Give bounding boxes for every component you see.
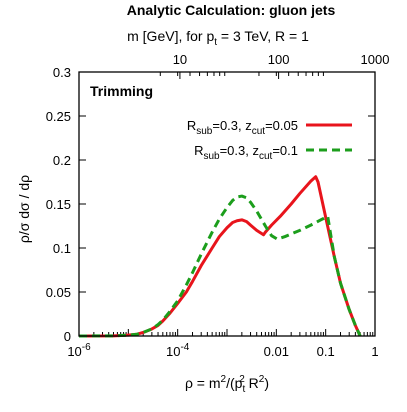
top-tick-label: 100 (268, 52, 290, 67)
axis-tick-labels: 0 0.05 0.1 0.15 0.2 0.25 0.3 10-6 10-4 0.01 0.1 1 10… (46, 52, 390, 359)
legend-text-part: sub (203, 151, 220, 162)
data-series (78, 175, 362, 338)
top-tick-label: 10 (173, 52, 187, 67)
x-tick-label: 10-6 (67, 342, 91, 359)
y-tick-label: 0.2 (53, 153, 71, 168)
legend-text-part: R (194, 143, 203, 158)
chart-title: Analytic Calculation: gluon jets (127, 2, 336, 18)
legend-text-part: =0.1 (272, 143, 298, 158)
legend-label-series-1: Rsub=0.3, zcut=0.05 (187, 118, 298, 137)
y-tick-label: 0.05 (46, 285, 71, 300)
x-axis-label-part: R (245, 375, 259, 391)
y-tick-label: 0 (64, 329, 71, 344)
top-axis-label-suffix: = 3 TeV, R = 1 (217, 28, 309, 44)
top-axis-label-prefix: m [GeV], for p (127, 28, 214, 44)
x-axis-label-part: /(p (226, 375, 243, 391)
trimming-annotation: Trimming (90, 83, 153, 99)
y-tick-label: 0.25 (46, 109, 71, 124)
top-axis-label-sub: t (214, 37, 217, 48)
x-tick-label: 1 (371, 344, 378, 359)
x-axis-label-part: ) (264, 375, 269, 391)
x-tick-label: 0.1 (317, 344, 335, 359)
x-tick-label: 10-4 (166, 342, 190, 359)
x-axis-label-part: 2 (239, 374, 245, 385)
series-line-1 (78, 175, 362, 338)
x-axis-label-part: t (242, 384, 245, 395)
legend-text-part: cut (252, 126, 266, 137)
y-axis-label: ρ/σ dσ / dρ (16, 175, 32, 243)
legend-text-part: sub (196, 126, 213, 137)
legend-text-part: =0.05 (265, 118, 298, 133)
top-tick-label: 1000 (361, 52, 390, 67)
legend-text-part: cut (259, 151, 273, 162)
legend-label-series-2: Rsub=0.3, zcut=0.1 (194, 143, 298, 162)
series-line-2 (78, 194, 362, 338)
legend-text-part: R (187, 118, 196, 133)
top-axis-label: m [GeV], for pt = 3 TeV, R = 1 (127, 28, 309, 48)
legend-text-part: =0.3, z (220, 143, 259, 158)
x-axis-label-part: ρ = m (185, 375, 221, 391)
x-axis-label-part: 2 (259, 374, 265, 385)
axis-ticks (78, 71, 376, 337)
y-tick-label: 0.3 (53, 65, 71, 80)
legend: Rsub=0.3, zcut=0.05 Rsub=0.3, zcut=0.1 (187, 118, 352, 162)
x-axis-label: ρ = m2/(pt2 R2) (185, 374, 269, 395)
y-tick-label: 0.15 (46, 197, 71, 212)
legend-text-part: =0.3, z (212, 118, 251, 133)
y-tick-label: 0.1 (53, 241, 71, 256)
plot-frame (78, 71, 376, 337)
x-tick-label: 0.01 (264, 344, 289, 359)
x-axis-label-part: 2 (221, 374, 227, 385)
